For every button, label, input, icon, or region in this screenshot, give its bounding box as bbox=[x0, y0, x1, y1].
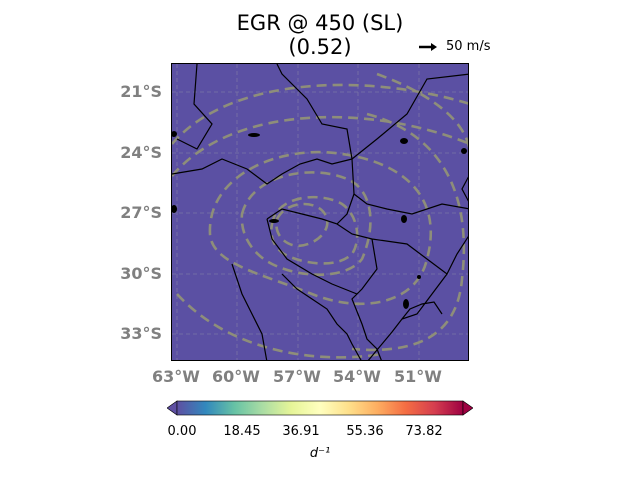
colorbar-tick-2: 36.91 bbox=[282, 424, 320, 439]
contour-3 bbox=[376, 72, 468, 150]
gridlines bbox=[172, 64, 468, 360]
colorbar-tick-3: 55.36 bbox=[346, 424, 384, 439]
lon-label-60w: 60°W bbox=[212, 367, 260, 386]
lat-label-21s: 21°S bbox=[120, 82, 162, 101]
chart-title: EGR @ 450 (SL) bbox=[236, 11, 404, 35]
lat-label-24s: 24°S bbox=[120, 143, 162, 162]
lat-label-27s: 27°S bbox=[120, 203, 162, 222]
colorbar-tick-4: 73.82 bbox=[405, 424, 443, 439]
lat-label-33s: 33°S bbox=[120, 324, 162, 343]
lon-label-51w: 51°W bbox=[394, 367, 442, 386]
contour-4 bbox=[176, 293, 383, 359]
colorbar-units-label: d⁻¹ bbox=[309, 446, 331, 461]
lon-label-57w: 57°W bbox=[273, 367, 321, 386]
colorbar bbox=[166, 400, 474, 420]
lon-label-63w: 63°W bbox=[152, 367, 200, 386]
contour-8 bbox=[270, 195, 359, 265]
colorbar-tick-0: 0.00 bbox=[167, 424, 197, 439]
lat-label-30s: 30°S bbox=[120, 264, 162, 283]
water-bodies bbox=[172, 131, 467, 309]
colorbar-gradient bbox=[166, 400, 474, 416]
chart-subtitle: (0.52) bbox=[288, 35, 352, 59]
reference-vector-label: 50 m/s bbox=[446, 39, 491, 54]
contour-1 bbox=[172, 83, 468, 145]
map-panel bbox=[171, 63, 469, 361]
contour-2 bbox=[172, 115, 468, 177]
contour-lines bbox=[172, 72, 468, 359]
lon-label-54w: 54°W bbox=[333, 367, 381, 386]
colorbar-tick-1: 18.45 bbox=[223, 424, 261, 439]
coastlines-and-borders bbox=[172, 64, 468, 360]
arrow-right-icon bbox=[419, 42, 437, 51]
reference-vector-key: 50 m/s bbox=[418, 39, 491, 54]
contour-9 bbox=[275, 202, 329, 248]
contour-6 bbox=[208, 150, 432, 306]
map-canvas bbox=[172, 64, 468, 360]
contour-7 bbox=[240, 171, 372, 276]
